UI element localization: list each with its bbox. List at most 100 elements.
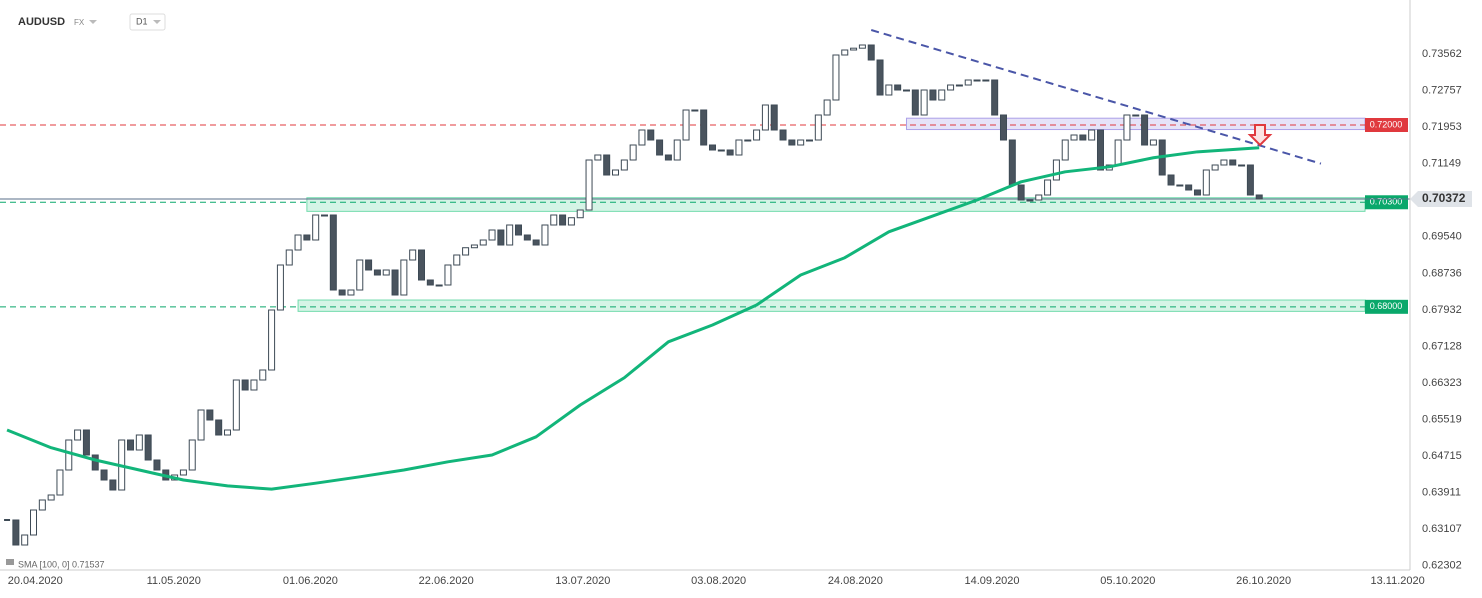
candle [964, 79, 972, 86]
candle [1088, 129, 1096, 141]
candle [1114, 139, 1122, 166]
candle [938, 89, 946, 101]
y-tick-label: 0.69540 [1422, 231, 1462, 243]
y-tick-label: 0.72757 [1422, 84, 1462, 96]
candle [444, 264, 452, 286]
candle [1220, 159, 1228, 166]
dropdown-arrow[interactable] [153, 20, 161, 24]
candle [550, 214, 558, 226]
last-price-label: 0.70372 [1422, 191, 1466, 205]
candle [153, 459, 161, 471]
candle [1149, 139, 1157, 146]
candle [179, 469, 187, 476]
candle [1211, 164, 1219, 171]
x-tick-label: 05.10.2020 [1100, 575, 1155, 587]
candle [47, 494, 55, 501]
candle [206, 409, 214, 421]
candle [761, 104, 769, 131]
candle [1079, 134, 1087, 141]
candle [664, 154, 672, 161]
market: FX [74, 18, 85, 27]
y-tick-label: 0.62302 [1422, 560, 1462, 572]
candle [973, 79, 981, 82]
candle [902, 89, 910, 92]
candle [144, 434, 152, 461]
y-tick-label: 0.68736 [1422, 267, 1462, 279]
x-tick-label: 22.06.2020 [419, 575, 474, 587]
x-tick-label: 11.05.2020 [147, 575, 201, 587]
candle [1061, 139, 1069, 161]
candle [294, 234, 302, 251]
candle [38, 499, 46, 511]
candle [647, 129, 655, 141]
candle [1026, 199, 1034, 202]
candle [1229, 159, 1237, 166]
candle [823, 99, 831, 116]
candle [638, 129, 646, 146]
candle [1008, 139, 1016, 186]
dropdown-arrow[interactable] [89, 20, 97, 24]
candle [700, 109, 708, 146]
candle [285, 249, 293, 266]
candle [735, 139, 743, 156]
candle [470, 244, 478, 249]
candle [947, 84, 955, 91]
candle [1141, 114, 1149, 146]
candle [1167, 174, 1175, 186]
candle [453, 254, 461, 266]
last-price-box [1410, 191, 1472, 207]
candle [232, 379, 240, 431]
candle [991, 79, 999, 116]
indicator-legend: SMA [100, 0] 0.71537 [6, 559, 105, 569]
candle [479, 239, 487, 246]
candle [250, 379, 258, 391]
timeframe-box[interactable] [129, 13, 166, 31]
candle [276, 264, 284, 311]
candle [594, 154, 602, 161]
signal-arrow [1247, 124, 1273, 147]
level-label-box [1365, 299, 1408, 314]
candle [894, 84, 902, 91]
candle [1202, 169, 1210, 196]
candle [611, 169, 619, 176]
level-label-box [1365, 118, 1408, 132]
candle [999, 114, 1007, 141]
candle [620, 159, 628, 171]
symbol: AUDUSD [18, 16, 65, 28]
candle [127, 439, 135, 451]
candle [435, 284, 443, 287]
candle [312, 214, 320, 241]
candle [1185, 184, 1193, 191]
zone [306, 197, 1366, 212]
candle [1255, 194, 1263, 200]
level-label: 0.72000 [1370, 119, 1403, 129]
x-tick-label: 13.11.2020 [1371, 575, 1425, 587]
candle [717, 149, 725, 152]
sma-line [6, 146, 1260, 491]
candle [400, 259, 408, 296]
x-tick-label: 13.07.2020 [555, 575, 610, 587]
candle [744, 139, 752, 142]
candle [691, 109, 699, 112]
candle [109, 479, 117, 491]
candle [559, 214, 567, 226]
candle [409, 249, 417, 261]
y-tick-label: 0.73562 [1422, 48, 1462, 60]
y-tick-label: 0.63107 [1422, 523, 1462, 535]
y-tick-label: 0.67932 [1422, 304, 1462, 316]
candle [321, 214, 329, 217]
candle [982, 79, 990, 82]
candle [497, 229, 505, 246]
candle [770, 104, 778, 131]
candle [391, 269, 399, 296]
candle [911, 89, 919, 116]
candle [929, 89, 937, 101]
plot-area: 0.72000 0.70300 0.68000 [0, 29, 1410, 546]
candle [841, 49, 849, 56]
candle [955, 84, 963, 87]
zone [297, 299, 1366, 312]
candle [858, 44, 866, 49]
candle [532, 239, 540, 246]
candle [541, 224, 549, 246]
